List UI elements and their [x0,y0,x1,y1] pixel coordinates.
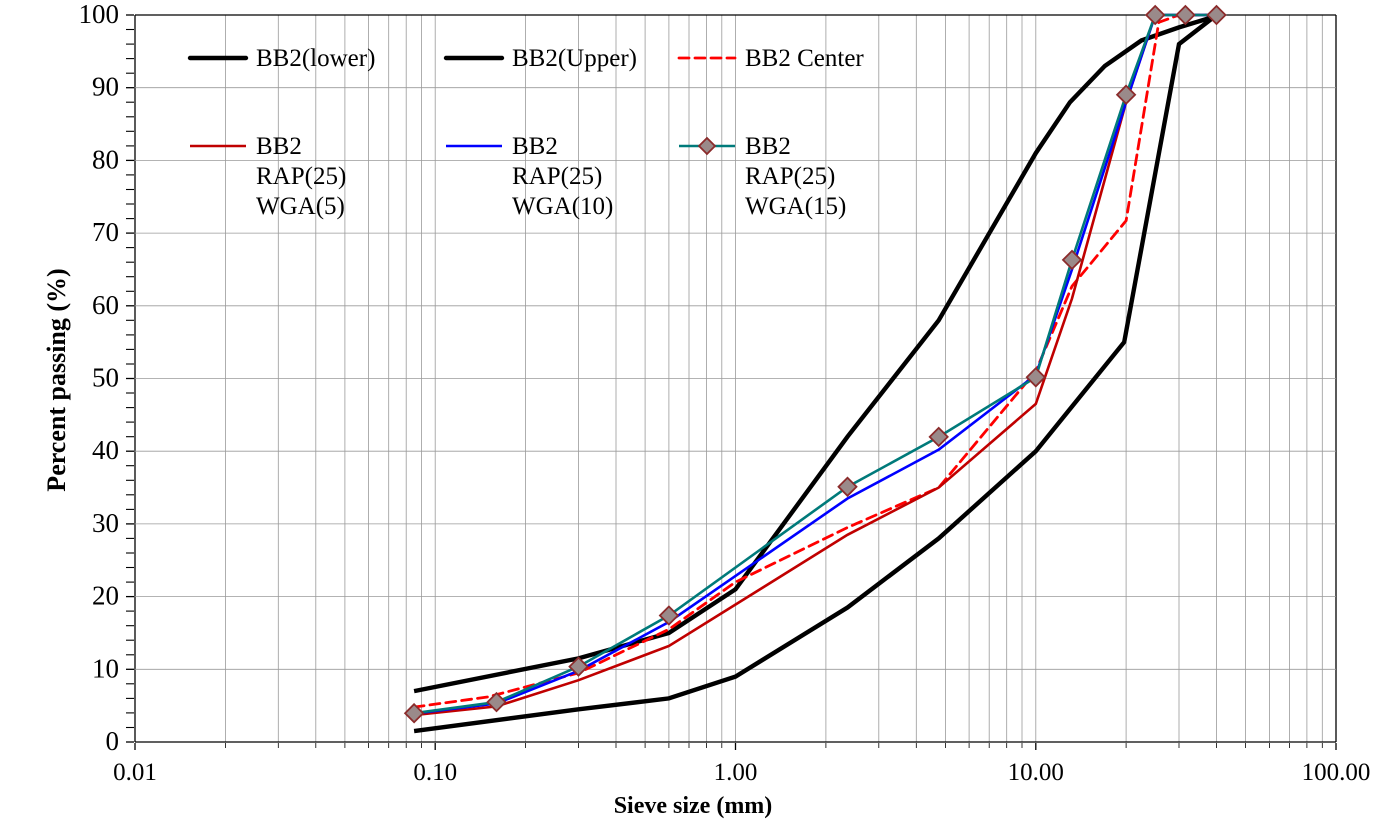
svg-text:RAP(25): RAP(25) [512,163,602,190]
svg-text:100.00: 100.00 [1302,759,1371,786]
svg-text:BB2: BB2 [256,133,302,160]
svg-text:70: 70 [92,217,119,247]
svg-text:30: 30 [92,508,119,538]
svg-text:20: 20 [92,581,119,611]
svg-text:100: 100 [79,0,120,29]
svg-text:0: 0 [106,726,120,756]
svg-text:BB2(lower): BB2(lower) [256,45,375,72]
svg-text:WGA(5): WGA(5) [256,193,345,220]
svg-text:BB2: BB2 [512,133,558,160]
svg-text:RAP(25): RAP(25) [745,163,835,190]
svg-text:BB2 Center: BB2 Center [745,45,864,72]
svg-text:50: 50 [92,363,119,393]
svg-text:RAP(25): RAP(25) [256,163,346,190]
svg-text:BB2: BB2 [745,133,791,160]
svg-text:BB2(Upper): BB2(Upper) [512,45,637,72]
svg-text:WGA(10): WGA(10) [512,193,613,220]
svg-text:1.00: 1.00 [714,759,758,786]
svg-text:WGA(15): WGA(15) [745,193,846,220]
svg-text:Percent passing (%): Percent passing (%) [42,268,71,491]
svg-text:90: 90 [92,72,119,102]
svg-text:0.10: 0.10 [413,759,457,786]
svg-text:40: 40 [92,435,119,465]
svg-text:10.00: 10.00 [1008,759,1064,786]
svg-text:80: 80 [92,144,119,174]
svg-text:60: 60 [92,290,119,320]
svg-text:0.01: 0.01 [113,759,157,786]
svg-text:10: 10 [92,653,119,683]
